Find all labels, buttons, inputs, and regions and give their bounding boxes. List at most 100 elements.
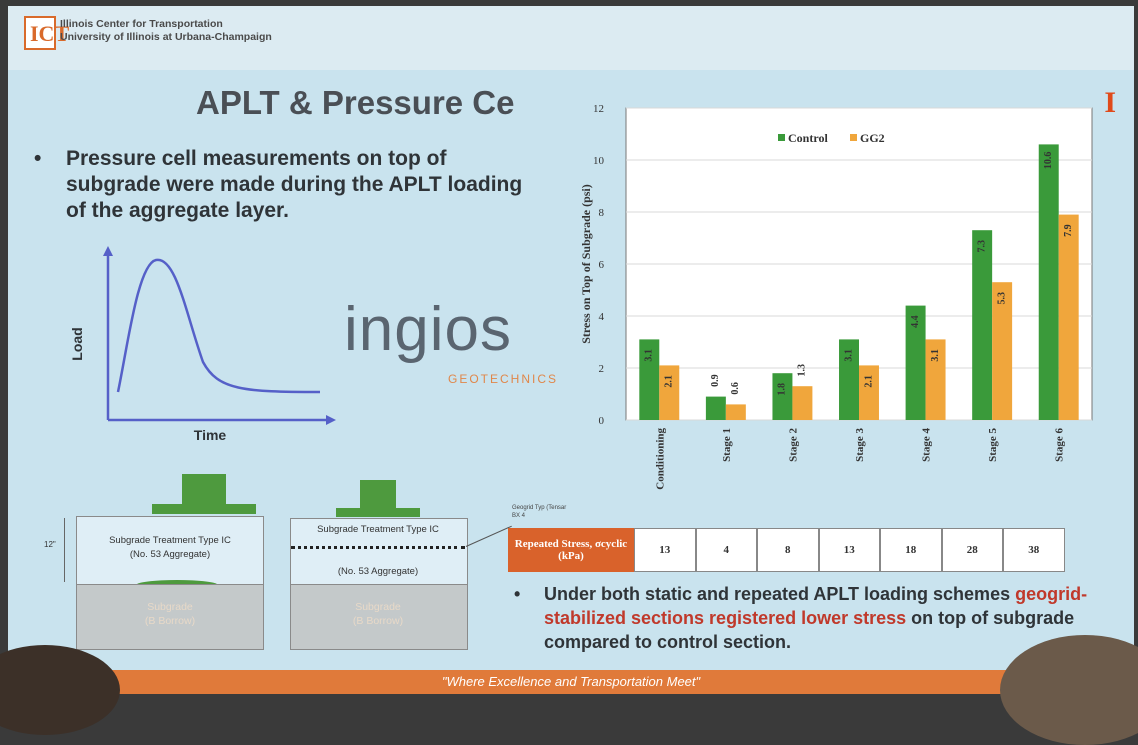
x-tick-label: Stage 4 — [921, 428, 933, 462]
bar-gg2-2 — [792, 386, 813, 420]
stress-cell: 13 — [634, 528, 696, 572]
stress-cell: 28 — [941, 528, 1003, 572]
load-time-graph: Load Time — [69, 246, 336, 443]
aggregate-layer — [290, 518, 468, 586]
data-label-control-3: 3.1 — [843, 349, 854, 362]
aggregate-type-label: (No. 53 Aggregate) — [129, 549, 211, 560]
treatment-label: Subgrade Treatment Type IC — [317, 524, 439, 535]
bullet1-text: Pressure cell measurements on top of sub… — [66, 147, 523, 222]
bullet-pressure-cell: • Pressure cell measurements on top of s… — [34, 146, 534, 224]
x-tick-label: Conditioning — [654, 428, 666, 490]
chart-legend: Control GG2 — [778, 131, 885, 145]
data-label-gg2-6: 7.9 — [1063, 224, 1074, 237]
slide: ICT Illinois Center for Transportation U… — [8, 6, 1134, 694]
aggregate-type-label: (No. 53 Aggregate) — [337, 566, 419, 577]
footer-tagline: "Where Excellence and Transportation Mee… — [441, 674, 701, 689]
subgrade-layer — [76, 584, 264, 650]
logo-text: ICT — [30, 21, 70, 46]
legend-swatch-control — [778, 134, 785, 141]
bar-control-3 — [839, 339, 859, 420]
conclusion-text-start: Under both static and repeated APLT load… — [544, 584, 1011, 604]
y-tick-label: 4 — [599, 311, 605, 323]
institution-line1: Illinois Center for Transportation — [60, 18, 223, 30]
ingios-logo: ingios — [344, 295, 512, 364]
y-tick-label: 2 — [599, 363, 605, 375]
header-band — [8, 6, 1134, 70]
stress-cell: 4 — [695, 528, 757, 572]
x-tick-label: Stage 3 — [854, 428, 866, 462]
slide-title: APLT & Pressure Ce — [196, 84, 515, 121]
bar-control-4 — [905, 305, 926, 420]
subgrade-label: Subgrade (B Borrow) — [94, 600, 246, 628]
subgrade-text: Subgrade — [147, 601, 193, 613]
conclusion-highlight: geogrid-stabilized sections registered l… — [544, 584, 1088, 628]
data-label-gg2-4: 3.1 — [930, 349, 941, 362]
load-plate-top — [360, 480, 396, 508]
data-label-control-5: 7.3 — [976, 240, 987, 253]
x-tick-label: Stage 6 — [1054, 428, 1066, 462]
x-tick-label: Stage 2 — [787, 428, 799, 462]
y-tick-label: 12 — [593, 103, 604, 115]
load-axis-arrow — [103, 246, 113, 256]
time-axis-arrow — [326, 415, 336, 425]
load-plate-base — [152, 504, 256, 514]
data-label-gg2-1: 0.6 — [730, 382, 741, 395]
stress-cell: 18 — [880, 528, 942, 572]
data-label-control-4: 4.4 — [910, 315, 921, 328]
x-tick-label: Stage 1 — [721, 428, 733, 462]
data-label-control-6: 10.6 — [1043, 152, 1054, 170]
bullet-conclusion: • Under both static and repeated APLT lo… — [514, 582, 1094, 654]
legend-label-control: Control — [788, 131, 828, 145]
load-axis-label: Load — [69, 327, 85, 360]
load-plate-top — [182, 474, 226, 504]
bar-gg2-4 — [925, 339, 946, 420]
bar-gg2-3 — [859, 365, 879, 420]
bar-control-2 — [772, 373, 793, 420]
subgrade-layer — [290, 584, 468, 650]
data-label-control-0: 3.1 — [644, 349, 655, 362]
legend-swatch-gg2 — [850, 134, 857, 141]
illinois-block-i-logo: I — [1104, 86, 1116, 119]
chart-bars: 3.1 2.1 0.9 0.6 1.8 1.3 3.1 2.1 4.4 3.1 7.3 5.3 10.6… — [639, 144, 1079, 420]
y-tick-labels: 0 2 4 6 8 10 12 — [593, 103, 605, 427]
bullet-marker: • — [514, 584, 521, 604]
borrow-text: (B Borrow) — [352, 615, 404, 627]
conclusion-text-end: on top of subgrade compared to control s… — [544, 608, 1075, 652]
thickness-dimension-line — [64, 518, 65, 582]
time-axis-label: Time — [194, 427, 227, 443]
aggregate-layer — [76, 516, 264, 586]
aggregate-label: Subgrade Treatment Type IC (No. 53 Aggre… — [94, 534, 246, 562]
borrow-text: (B Borrow) — [144, 615, 196, 627]
geogrid-line — [291, 546, 465, 549]
y-tick-label: 8 — [599, 207, 605, 219]
stress-cell: 38 — [1003, 528, 1065, 572]
x-tick-label: Stage 5 — [987, 428, 999, 462]
ict-logo: ICT — [24, 16, 69, 50]
bar-gg2-0 — [659, 365, 680, 420]
thickness-label: 12" — [44, 540, 56, 549]
stress-cell: 13 — [818, 528, 880, 572]
bar-control-6 — [1038, 144, 1059, 420]
x-tick-labels: Conditioning Stage 1 Stage 2 Stage 3 Stage 4… — [654, 428, 1065, 490]
data-label-gg2-2: 1.3 — [797, 364, 808, 377]
bar-control-5 — [972, 230, 993, 420]
footer-band: "Where Excellence and Transportation Mee… — [8, 670, 1134, 694]
subgrade-label: Subgrade (B Borrow) — [296, 600, 460, 628]
y-tick-label: 10 — [593, 155, 605, 167]
data-label-control-2: 1.8 — [777, 383, 788, 396]
ingios-subtitle: GEOTECHNICS — [448, 372, 559, 386]
load-plate-base — [336, 508, 420, 517]
institution-line2: University of Illinois at Urbana-Champai… — [60, 31, 272, 43]
geogrid-label: Geogrid Typ (Tensar BX 4 — [512, 505, 567, 519]
bar-control-1 — [705, 396, 726, 420]
y-tick-label: 6 — [599, 259, 605, 271]
y-axis-title: Stress on Top of Subgrade (psi) — [579, 184, 593, 344]
data-label-control-1: 0.9 — [710, 374, 721, 387]
geogrid-leader-line — [465, 525, 512, 547]
y-tick-label: 0 — [599, 415, 605, 427]
load-curve — [116, 258, 321, 394]
subgrade-text: Subgrade — [355, 601, 401, 613]
institution-name: Illinois Center for Transportation Unive… — [60, 18, 272, 44]
bar-gg2-6 — [1058, 214, 1079, 420]
